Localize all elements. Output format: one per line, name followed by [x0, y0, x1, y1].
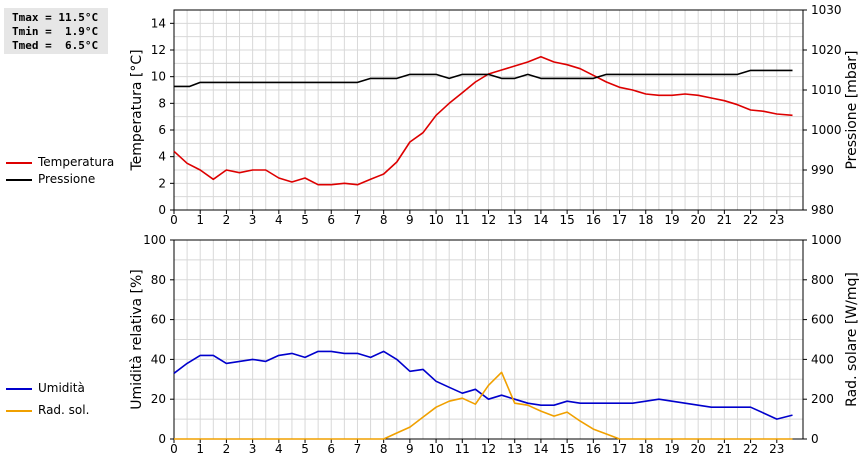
- y-left-axis-label: Temperatura [°C]: [129, 49, 145, 171]
- x-tick-label: 13: [507, 213, 522, 227]
- x-tick-label: 19: [664, 442, 679, 456]
- chart-panel-1: [170, 239, 807, 443]
- x-tick-label: 14: [533, 213, 548, 227]
- x-tick-label: 3: [249, 213, 257, 227]
- y-right-tick-label: 200: [811, 392, 834, 406]
- y-right-tick-label: 1000: [811, 233, 842, 247]
- y-left-tick-label: 10: [151, 70, 166, 84]
- y-right-tick-label: 1010: [811, 83, 842, 97]
- x-tick-label: 7: [354, 213, 362, 227]
- y-left-tick-label: 4: [158, 150, 166, 164]
- y-right-tick-label: 1000: [811, 123, 842, 137]
- y-right-tick-label: 990: [811, 163, 834, 177]
- y-left-tick-label: 0: [158, 203, 166, 217]
- x-tick-label: 5: [301, 213, 309, 227]
- x-tick-label: 23: [769, 442, 784, 456]
- y-left-tick-label: 2: [158, 176, 166, 190]
- x-tick-label: 15: [559, 442, 574, 456]
- x-tick-label: 22: [743, 442, 758, 456]
- x-tick-label: 13: [507, 442, 522, 456]
- series-line-rad-sol-: [174, 371, 793, 440]
- y-left-tick-label: 80: [151, 273, 166, 287]
- x-tick-label: 2: [223, 213, 231, 227]
- x-tick-label: 16: [586, 213, 601, 227]
- x-tick-label: 12: [481, 213, 496, 227]
- x-tick-label: 6: [327, 442, 335, 456]
- x-tick-label: 1: [196, 213, 204, 227]
- x-tick-label: 12: [481, 442, 496, 456]
- tmed-stat: Tmed = 6.5°C: [12, 39, 99, 52]
- y-left-tick-label: 60: [151, 313, 166, 327]
- tmax-stat: Tmax = 11.5°C: [12, 11, 99, 24]
- x-tick-label: 9: [406, 213, 414, 227]
- y-right-tick-label: 800: [811, 273, 834, 287]
- legend-radsol-label: Rad. sol.: [38, 403, 90, 417]
- y-left-tick-label: 6: [158, 123, 166, 137]
- x-tick-label: 10: [428, 213, 443, 227]
- legend-pressione-swatch: [6, 179, 32, 181]
- x-tick-label: 10: [428, 442, 443, 456]
- x-tick-label: 16: [586, 442, 601, 456]
- y-right-tick-label: 1030: [811, 3, 842, 17]
- x-tick-label: 17: [612, 442, 627, 456]
- x-tick-label: 15: [559, 213, 574, 227]
- y-left-tick-label: 8: [158, 96, 166, 110]
- x-tick-label: 0: [170, 213, 178, 227]
- y-left-tick-label: 100: [143, 233, 166, 247]
- legend-umidita-swatch: [6, 388, 32, 390]
- y-left-tick-label: 14: [151, 16, 166, 30]
- x-tick-label: 11: [455, 442, 470, 456]
- legend-radsol-swatch: [6, 410, 32, 412]
- series-line-temperatura: [173, 55, 793, 186]
- x-tick-label: 0: [170, 442, 178, 456]
- x-tick-label: 20: [691, 442, 706, 456]
- x-tick-label: 3: [249, 442, 257, 456]
- series-line-pressione: [174, 69, 793, 88]
- x-tick-label: 7: [354, 442, 362, 456]
- x-tick-label: 14: [533, 442, 548, 456]
- legend-umidita-label: Umidità: [38, 381, 85, 395]
- series-line-umidit-: [173, 350, 793, 420]
- y-right-tick-label: 980: [811, 203, 834, 217]
- x-tick-label: 21: [717, 213, 732, 227]
- y-left-tick-label: 12: [151, 43, 166, 57]
- x-tick-label: 8: [380, 442, 388, 456]
- y-left-tick-label: 0: [158, 432, 166, 446]
- x-tick-label: 19: [664, 213, 679, 227]
- y-right-tick-label: 400: [811, 352, 834, 366]
- y-right-tick-label: 0: [811, 432, 819, 446]
- x-tick-label: 23: [769, 213, 784, 227]
- legend-pressione-label: Pressione: [38, 172, 96, 186]
- y-right-tick-label: 600: [811, 313, 834, 327]
- y-right-axis-label: Pressione [mbar]: [844, 50, 860, 169]
- x-tick-label: 18: [638, 213, 653, 227]
- legend-temperatura-label: Temperatura: [38, 155, 115, 169]
- y-left-tick-label: 20: [151, 392, 166, 406]
- x-tick-label: 20: [691, 213, 706, 227]
- tmin-stat: Tmin = 1.9°C: [12, 25, 99, 38]
- stats-box: Tmax = 11.5°C Tmin = 1.9°C Tmed = 6.5°C: [4, 8, 108, 54]
- x-tick-label: 9: [406, 442, 414, 456]
- x-tick-label: 2: [223, 442, 231, 456]
- y-right-axis-label: Rad. solare [W/mq]: [844, 272, 860, 407]
- x-tick-label: 11: [455, 213, 470, 227]
- x-tick-label: 6: [327, 213, 335, 227]
- legend-temperatura-swatch: [6, 162, 32, 164]
- x-tick-label: 18: [638, 442, 653, 456]
- x-tick-label: 21: [717, 442, 732, 456]
- x-tick-label: 1: [196, 442, 204, 456]
- x-tick-label: 8: [380, 213, 388, 227]
- x-tick-label: 4: [275, 213, 283, 227]
- x-tick-label: 17: [612, 213, 627, 227]
- y-left-tick-label: 40: [151, 352, 166, 366]
- chart-panel-0: [170, 9, 807, 214]
- x-tick-label: 5: [301, 442, 309, 456]
- x-tick-label: 4: [275, 442, 283, 456]
- y-right-tick-label: 1020: [811, 43, 842, 57]
- y-left-axis-label: Umidità relativa [%]: [129, 269, 145, 410]
- x-tick-label: 22: [743, 213, 758, 227]
